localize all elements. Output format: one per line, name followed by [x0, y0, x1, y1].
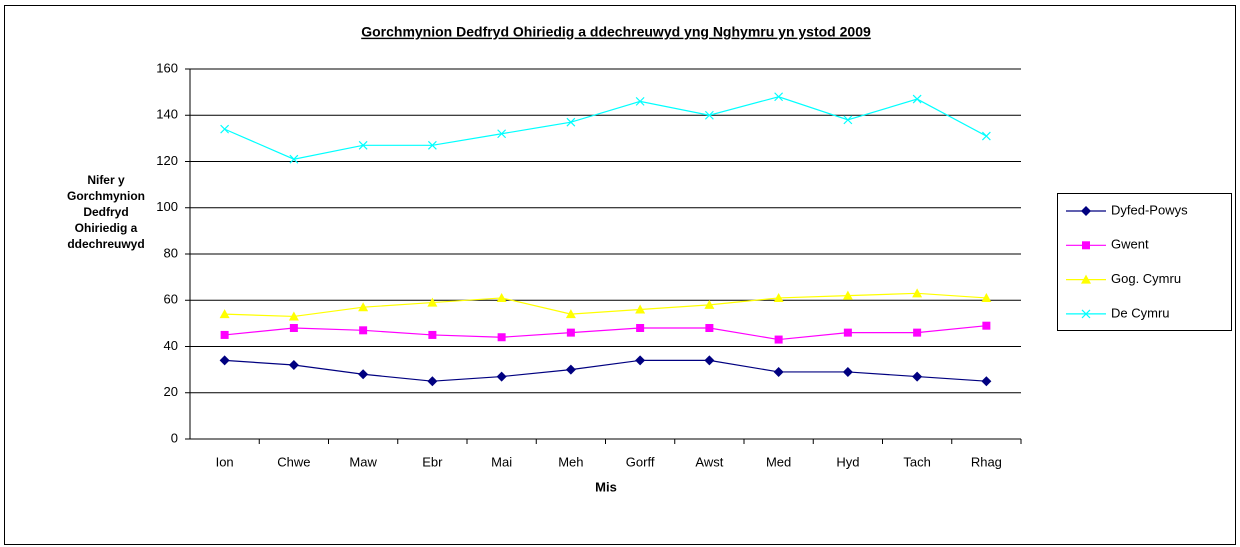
y-axis-label: Nifer y Gorchmynion Dedfryd Ohiriedig a …	[66, 173, 145, 251]
marker	[219, 355, 230, 366]
marker	[288, 360, 299, 370]
marker	[288, 311, 299, 321]
marker	[981, 292, 992, 302]
marker	[704, 355, 715, 366]
marker	[912, 288, 923, 298]
marker	[774, 92, 784, 102]
y-tick-label: 120	[156, 153, 178, 168]
marker	[636, 324, 645, 332]
marker	[497, 333, 506, 342]
marker	[635, 355, 646, 366]
marker	[843, 328, 852, 337]
series-line	[224, 325, 987, 341]
marker	[497, 129, 507, 139]
marker	[289, 154, 299, 164]
legend-box	[1057, 193, 1232, 331]
x-tick-label: Tach	[903, 454, 930, 469]
marker	[566, 328, 575, 337]
marker	[773, 292, 784, 302]
marker	[358, 369, 369, 380]
marker	[982, 321, 991, 330]
x-tick-label: Maw	[349, 454, 377, 469]
chart-border	[4, 5, 1236, 545]
marker	[220, 330, 229, 339]
marker	[981, 131, 991, 141]
y-tick-label: 100	[156, 199, 178, 214]
legend-label: Dyfed-Powys	[1111, 202, 1188, 217]
y-tick-label: 60	[164, 292, 178, 307]
marker	[565, 364, 576, 375]
marker	[704, 299, 715, 309]
marker	[635, 304, 646, 314]
x-tick-label: Meh	[558, 454, 583, 469]
marker	[566, 117, 576, 127]
series-line	[224, 96, 987, 160]
marker	[635, 96, 645, 106]
x-tick-label: Med	[766, 454, 791, 469]
marker	[427, 140, 437, 150]
marker	[496, 292, 507, 302]
series-line	[224, 292, 987, 318]
x-tick-label: Hyd	[836, 454, 859, 469]
marker	[981, 376, 992, 387]
legend-label: Gog. Cymru	[1111, 271, 1181, 286]
marker	[1082, 241, 1090, 250]
y-tick-label: 0	[171, 430, 178, 445]
series-line	[224, 359, 987, 382]
x-tick-label: Ion	[216, 454, 234, 469]
marker	[359, 326, 368, 335]
legend-label: Gwent	[1111, 237, 1149, 252]
marker	[773, 366, 784, 377]
x-axis-label: Mis	[595, 479, 617, 494]
x-tick-label: Awst	[695, 454, 723, 469]
marker	[289, 324, 298, 332]
y-tick-label: 20	[164, 384, 178, 399]
marker	[774, 335, 783, 344]
marker	[427, 376, 438, 387]
marker	[913, 328, 922, 337]
marker	[358, 140, 368, 150]
marker	[1081, 274, 1091, 284]
marker	[496, 371, 507, 382]
x-tick-label: Gorff	[626, 454, 655, 469]
marker	[842, 290, 853, 300]
marker	[1081, 206, 1091, 216]
y-tick-label: 80	[164, 245, 178, 260]
y-tick-label: 140	[156, 107, 178, 122]
marker	[1081, 309, 1091, 319]
marker	[912, 371, 923, 382]
marker	[427, 297, 438, 307]
marker	[428, 330, 437, 339]
x-tick-label: Chwe	[277, 454, 310, 469]
x-tick-label: Ebr	[422, 454, 443, 469]
marker	[219, 309, 230, 319]
marker	[358, 302, 369, 312]
marker	[704, 110, 714, 120]
legend-label: De Cymru	[1111, 305, 1170, 320]
marker	[843, 115, 853, 125]
marker	[565, 309, 576, 319]
chart-title: Gorchmynion Dedfryd Ohiriedig a ddechreu…	[361, 24, 871, 40]
y-tick-label: 160	[156, 60, 178, 75]
marker	[220, 124, 230, 134]
marker	[912, 94, 922, 104]
x-tick-label: Rhag	[971, 454, 1002, 469]
x-tick-label: Mai	[491, 454, 512, 469]
marker	[705, 324, 714, 332]
y-tick-label: 40	[164, 338, 178, 353]
marker	[842, 366, 853, 377]
